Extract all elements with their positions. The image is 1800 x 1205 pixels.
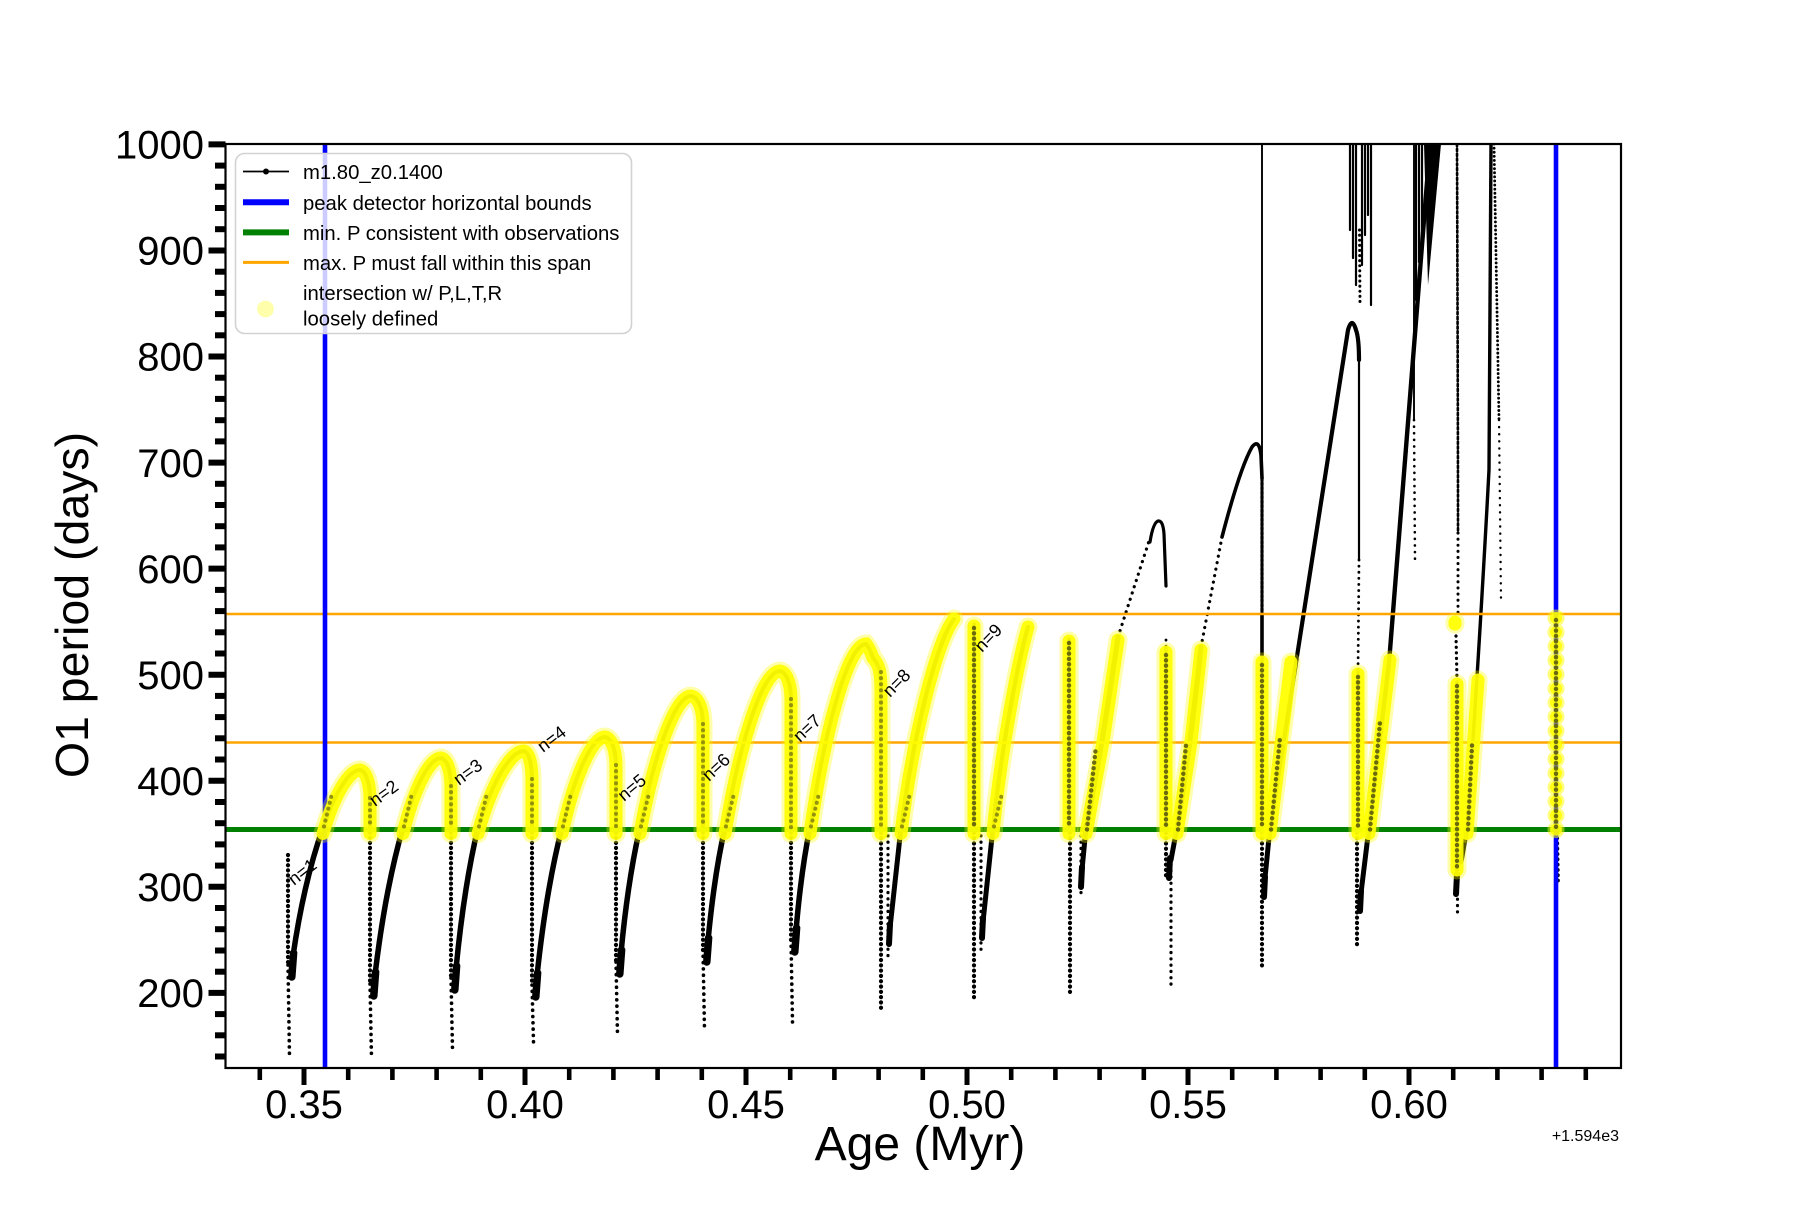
- svg-text:peak detector horizontal bound: peak detector horizontal bounds: [303, 193, 592, 215]
- svg-text:0.50: 0.50: [928, 1083, 1006, 1127]
- svg-text:0.40: 0.40: [486, 1083, 564, 1127]
- svg-text:0.60: 0.60: [1370, 1083, 1448, 1127]
- svg-text:900: 900: [137, 230, 204, 274]
- svg-text:min. P consistent with observa: min. P consistent with observations: [303, 223, 619, 245]
- svg-text:0.55: 0.55: [1149, 1083, 1227, 1127]
- svg-text:0.35: 0.35: [265, 1083, 343, 1127]
- svg-text:+1.594e3: +1.594e3: [1552, 1128, 1619, 1145]
- svg-text:300: 300: [137, 866, 204, 910]
- svg-text:1000: 1000: [115, 124, 204, 168]
- svg-text:0.45: 0.45: [707, 1083, 785, 1127]
- svg-text:400: 400: [137, 760, 204, 804]
- svg-text:800: 800: [137, 336, 204, 380]
- svg-text:loosely defined: loosely defined: [303, 309, 438, 331]
- svg-text:max. P must fall within this s: max. P must fall within this span: [303, 253, 591, 275]
- svg-text:Age (Myr): Age (Myr): [815, 1118, 1026, 1171]
- svg-text:700: 700: [137, 442, 204, 486]
- svg-text:intersection w/ P,L,T,R: intersection w/ P,L,T,R: [303, 283, 502, 305]
- svg-text:O1 period (days): O1 period (days): [46, 432, 98, 778]
- svg-text:600: 600: [137, 548, 204, 592]
- svg-text:200: 200: [137, 972, 204, 1016]
- svg-text:500: 500: [137, 654, 204, 698]
- svg-text:m1.80_z0.1400: m1.80_z0.1400: [303, 162, 443, 184]
